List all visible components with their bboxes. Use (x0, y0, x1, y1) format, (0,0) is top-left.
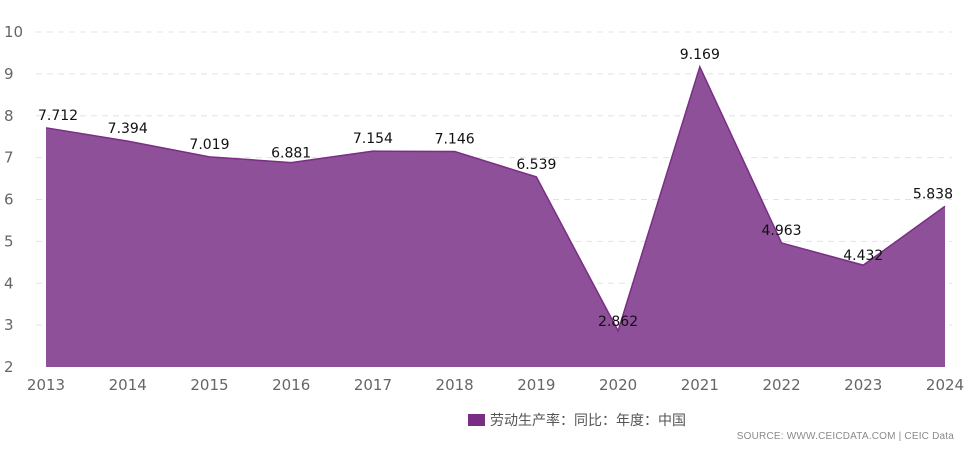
x-tick-label: 2019 (517, 376, 555, 394)
plot-area (45, 64, 946, 368)
x-tick-label: 2018 (436, 376, 474, 394)
x-axis: 2013 2014 2015 2016 2017 2018 2019 2020 2021 2022… (27, 376, 964, 394)
y-tick-label: 9 (4, 65, 14, 83)
series-line (45, 64, 946, 333)
y-axis: 2 3 4 5 6 7 8 9 10 (4, 23, 23, 376)
legend[interactable]: 劳动生产率：同比：年度：中国 (468, 410, 686, 430)
data-label: 7.146 (435, 132, 475, 148)
y-tick-label: 4 (4, 274, 14, 292)
data-label: 2.862 (598, 314, 638, 330)
y-tick-label: 10 (4, 23, 23, 41)
data-label: 5.838 (913, 186, 953, 202)
y-tick-label: 3 (4, 316, 14, 334)
data-label: 7.394 (108, 121, 148, 137)
data-label: 4.432 (843, 248, 883, 264)
data-labels: 7.712 7.394 7.019 6.881 7.154 7.146 6.539 2.862… (38, 47, 953, 330)
x-tick-label: 2014 (109, 376, 147, 394)
source-note: SOURCE: WWW.CEICDATA.COM | CEIC Data (736, 431, 954, 442)
x-tick-label: 2017 (354, 376, 392, 394)
x-tick-label: 2020 (599, 376, 637, 394)
x-tick-label: 2024 (926, 376, 964, 394)
data-label: 7.712 (38, 108, 78, 124)
data-label: 7.019 (189, 137, 229, 153)
legend-swatch (468, 414, 485, 426)
data-label: 7.154 (353, 131, 393, 147)
y-tick-label: 8 (4, 107, 14, 125)
y-tick-label: 6 (4, 191, 14, 209)
x-tick-label: 2021 (681, 376, 719, 394)
data-label: 6.881 (271, 146, 311, 162)
x-tick-label: 2015 (190, 376, 228, 394)
x-tick-label: 2016 (272, 376, 310, 394)
y-tick-label: 5 (4, 232, 14, 250)
y-tick-label: 2 (4, 358, 14, 376)
legend-label: 劳动生产率：同比：年度：中国 (490, 413, 686, 429)
data-label: 9.169 (680, 47, 720, 63)
data-label: 4.963 (761, 223, 801, 239)
series-area (46, 66, 945, 368)
data-label: 6.539 (516, 157, 556, 173)
x-tick-label: 2013 (27, 376, 65, 394)
y-tick-label: 7 (4, 149, 14, 167)
x-tick-label: 2023 (844, 376, 882, 394)
x-tick-label: 2022 (762, 376, 800, 394)
